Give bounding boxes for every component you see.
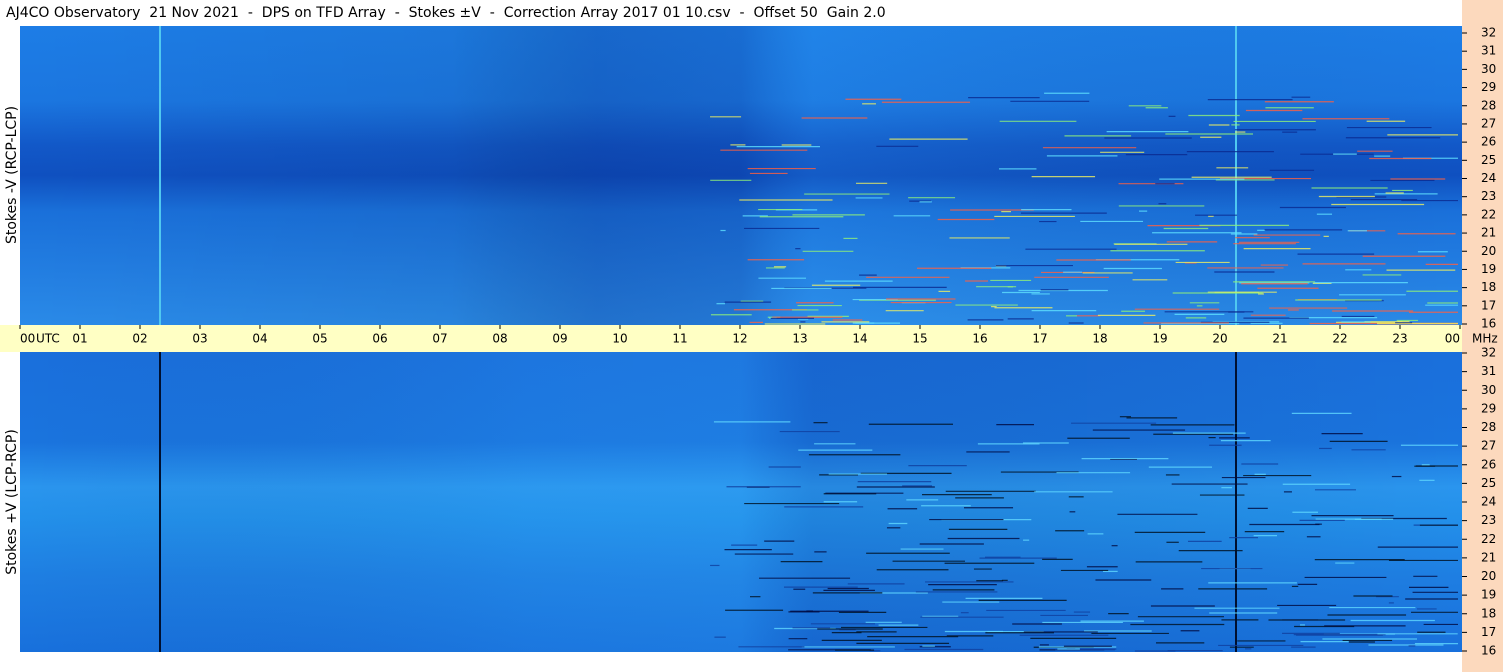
x-tick-label: 04 <box>252 332 267 346</box>
y-tick-label: 28 <box>1481 420 1496 434</box>
y-tick-label: 17 <box>1481 625 1496 639</box>
x-tick-label: 11 <box>672 332 687 346</box>
y-tick-label: 22 <box>1481 207 1496 221</box>
x-tick-label: 06 <box>372 332 387 346</box>
y-tick-label: 31 <box>1481 44 1496 58</box>
y-tick-label: 32 <box>1481 346 1496 360</box>
x-tick-label: 02 <box>132 332 147 346</box>
y-tick-label: 20 <box>1481 569 1496 583</box>
y-tick-label: 19 <box>1481 262 1496 276</box>
x-tick-label: 23 <box>1392 332 1407 346</box>
x-tick-label: 16 <box>972 332 987 346</box>
spectrogram <box>20 26 1462 652</box>
y-axis-label: Stokes +V (LCP-RCP) <box>4 429 20 575</box>
chart-title: AJ4CO Observatory 21 Nov 2021 - DPS on T… <box>6 5 886 21</box>
x-tick-label: 09 <box>552 332 567 346</box>
frequency-axis-strip <box>1462 0 1503 672</box>
x-tick-label: 00 <box>20 332 35 346</box>
y-tick-label: 19 <box>1481 588 1496 602</box>
x-tick-label: 01 <box>72 332 87 346</box>
x-tick-label: 17 <box>1032 332 1047 346</box>
y-tick-label: 23 <box>1481 189 1496 203</box>
x-tick-label: 05 <box>312 332 327 346</box>
y-tick-label: 16 <box>1481 644 1496 658</box>
y-tick-label: 30 <box>1481 383 1496 397</box>
x-tick-label: 21 <box>1272 332 1287 346</box>
y-tick-label: 24 <box>1481 495 1496 509</box>
x-axis-label: UTC <box>36 332 60 346</box>
y-tick-label: 29 <box>1481 80 1496 94</box>
x-tick-label: 15 <box>912 332 927 346</box>
y-tick-label: 24 <box>1481 171 1496 185</box>
x-tick-label: 20 <box>1212 332 1227 346</box>
y-tick-label: 21 <box>1481 226 1496 240</box>
y-tick-label: 26 <box>1481 135 1496 149</box>
x-tick-label: 19 <box>1152 332 1167 346</box>
y-tick-label: 20 <box>1481 244 1496 258</box>
y-tick-label: 31 <box>1481 364 1496 378</box>
y-unit-label: MHz <box>1472 332 1498 346</box>
x-tick-label: 08 <box>492 332 507 346</box>
time-axis-strip <box>0 325 1462 352</box>
y-tick-label: 27 <box>1481 439 1496 453</box>
y-tick-label: 16 <box>1481 317 1496 331</box>
y-axis-label: Stokes -V (RCP-LCP) <box>4 106 20 244</box>
x-tick-label: 07 <box>432 332 447 346</box>
x-tick-label: 13 <box>792 332 807 346</box>
y-tick-label: 17 <box>1481 298 1496 312</box>
y-tick-label: 26 <box>1481 457 1496 471</box>
y-tick-label: 32 <box>1481 26 1496 40</box>
x-tick-label: 00 <box>1445 332 1460 346</box>
spectrum-top-shade <box>20 26 1462 325</box>
y-tick-label: 18 <box>1481 280 1496 294</box>
x-tick-label: 22 <box>1332 332 1347 346</box>
y-tick-label: 27 <box>1481 116 1496 130</box>
y-tick-label: 25 <box>1481 476 1496 490</box>
y-tick-label: 28 <box>1481 98 1496 112</box>
y-tick-label: 23 <box>1481 513 1496 527</box>
y-tick-label: 21 <box>1481 550 1496 564</box>
x-tick-label: 12 <box>732 332 747 346</box>
y-tick-label: 25 <box>1481 153 1496 167</box>
y-tick-label: 29 <box>1481 401 1496 415</box>
x-tick-label: 14 <box>852 332 867 346</box>
y-tick-label: 22 <box>1481 532 1496 546</box>
x-tick-label: 03 <box>192 332 207 346</box>
spectrum-bottom-shade <box>20 352 1462 652</box>
y-tick-label: 30 <box>1481 62 1496 76</box>
x-tick-label: 18 <box>1092 332 1107 346</box>
x-tick-label: 10 <box>612 332 627 346</box>
y-tick-label: 18 <box>1481 606 1496 620</box>
